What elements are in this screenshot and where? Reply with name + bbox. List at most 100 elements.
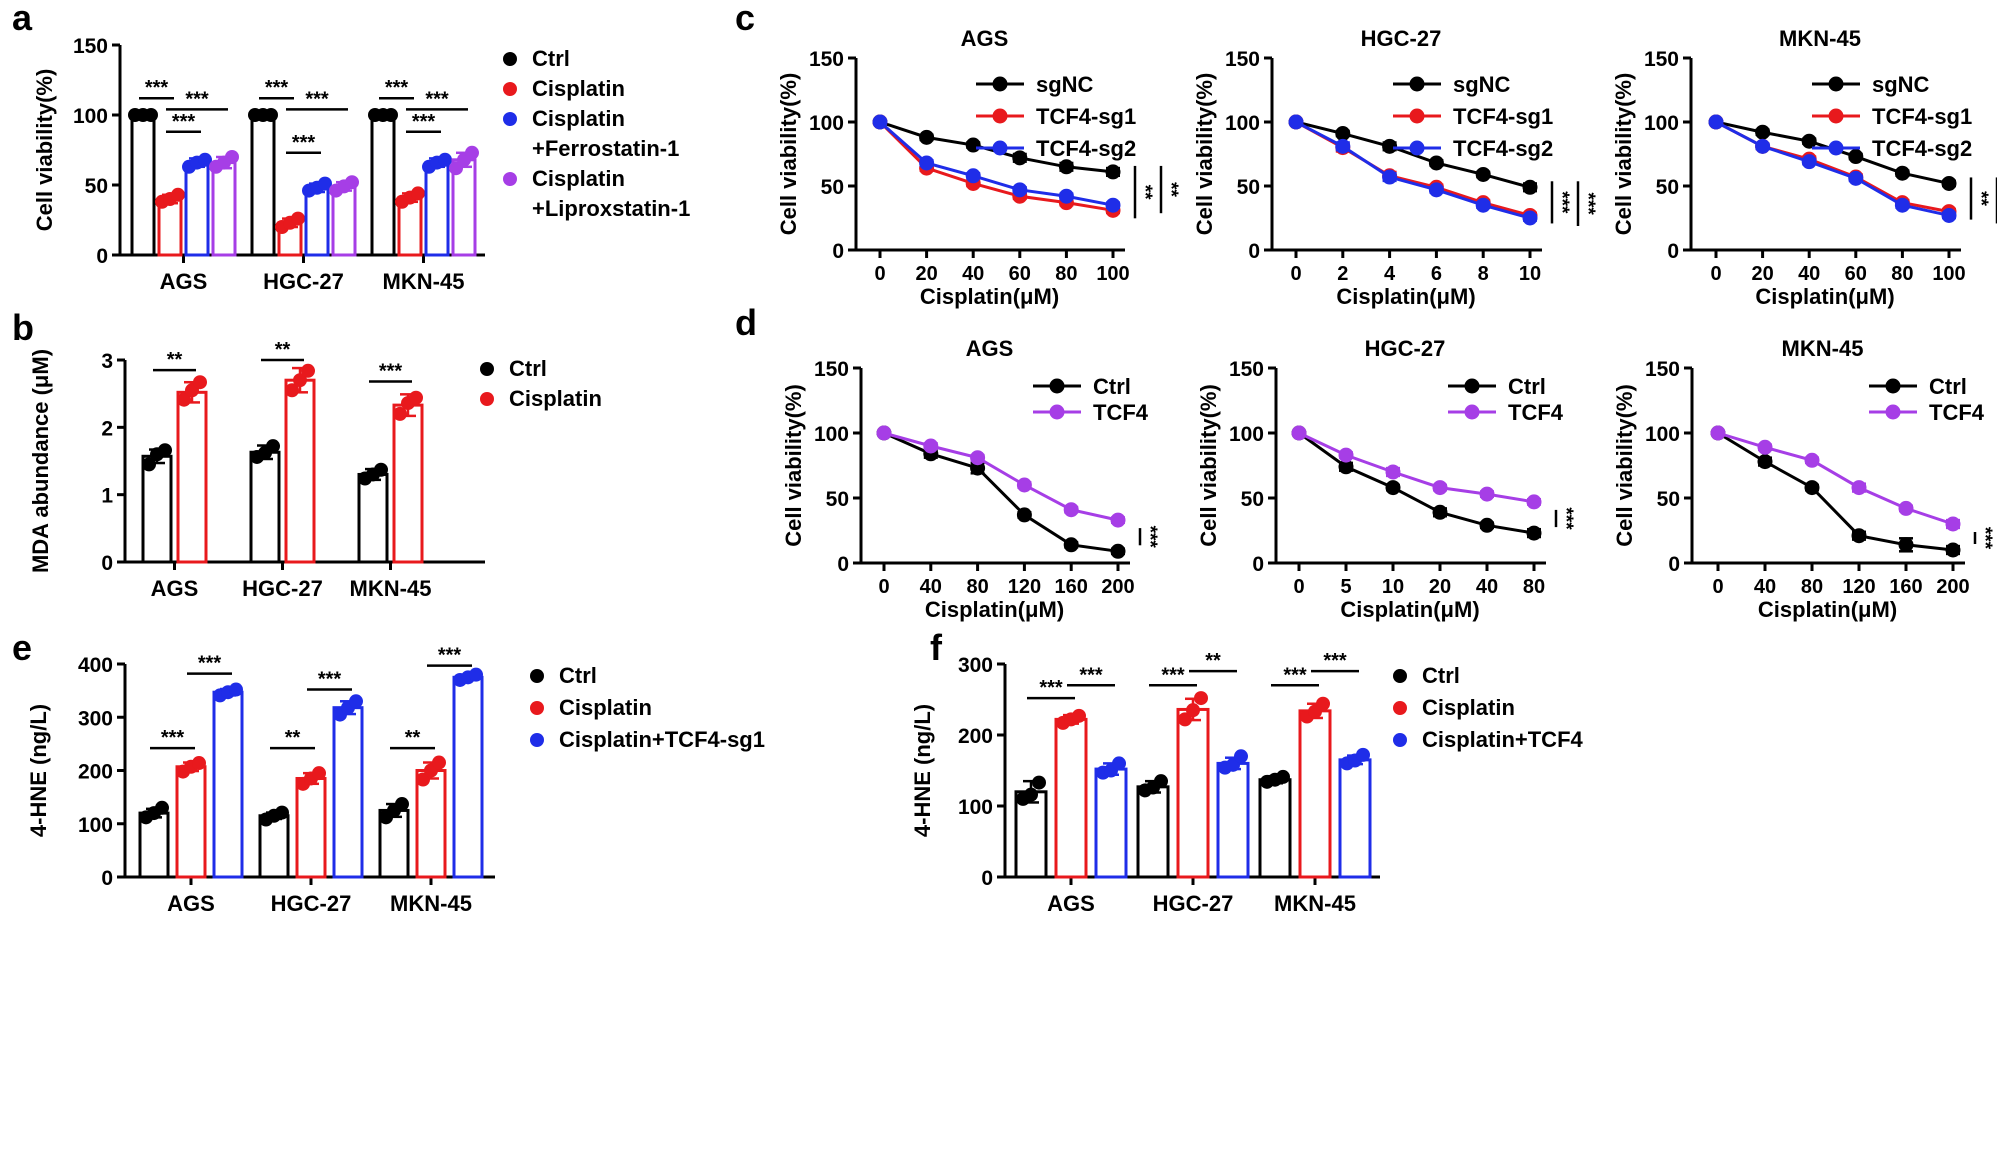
panel-d-3-legend-label: TCF4 (1929, 400, 1985, 425)
panel-b-data-point (285, 383, 299, 398)
panel-c-3-x-tick-label: 60 (1845, 263, 1867, 285)
panel-b-x-tick-label: HGC-27 (242, 576, 323, 601)
panel-b-legend-marker (480, 392, 494, 406)
panel-a-significance-label: *** (145, 77, 169, 99)
panel-d-2-y-tick-label: 150 (1229, 358, 1264, 381)
panel-d-3-y-tick-label: 0 (1668, 553, 1680, 576)
panel-d-3-y-tick-label: 150 (1645, 358, 1680, 381)
panel-d-1-y-label: Cell viability(%) (781, 384, 806, 547)
panel-c-1-x-tick-label: 20 (915, 263, 937, 285)
panel-d-2-legend-label: TCF4 (1508, 400, 1564, 425)
panel-a-significance-label: *** (425, 88, 449, 110)
panel-d-2-data-point (1291, 425, 1307, 441)
panel-d-2-x-label: Cisplatin(μM) (1340, 597, 1479, 622)
panel-letter-a: a (12, 0, 33, 38)
panel-c-2-legend-label: TCF4-sg2 (1453, 136, 1553, 161)
panel-c-3-x-tick-label: 100 (1932, 263, 1965, 285)
panel-f-significance-label: *** (1283, 664, 1307, 686)
panel-e-legend-marker (530, 733, 544, 747)
panel-d-2-data-point (1385, 464, 1401, 480)
panel-f-legend-label: Cisplatin (1422, 695, 1515, 720)
panel-a-legend-label: Cisplatin (532, 106, 625, 131)
panel-b-data-point (393, 406, 407, 421)
panel-d-2-significance-label: *** (1555, 507, 1576, 530)
panel-d-1-y-tick-label: 50 (826, 488, 849, 511)
panel-d-2-y-label: Cell viability(%) (1196, 384, 1221, 547)
panel-f-legend-marker (1393, 701, 1407, 715)
panel-d-1-data-point (1016, 507, 1032, 523)
panel-a-significance-label: *** (172, 111, 196, 133)
panel-f-y-tick-label: 100 (958, 796, 993, 819)
panel-d-3-legend-marker (1885, 378, 1901, 394)
panel-d-1-y-tick-label: 100 (814, 423, 849, 446)
panel-c-3-legend-marker (1828, 76, 1844, 92)
panel-b-data-point (158, 443, 172, 458)
panel-b-bar (284, 378, 316, 564)
panel-d-2-x-tick-label: 80 (1523, 576, 1545, 598)
panel-c-2-series-line (1295, 120, 1531, 189)
panel-b-data-point (177, 392, 191, 407)
panel-c-2-legend-marker (1409, 140, 1425, 156)
panel-c-1-data-point (1105, 197, 1121, 213)
panel-d-1-x-tick-label: 80 (966, 576, 988, 598)
panel-c-3-data-point (1848, 149, 1864, 165)
panel-e-data-point (349, 694, 363, 709)
panel-a-bar (370, 113, 396, 257)
panel-c-2-data-point (1475, 166, 1491, 182)
panel-e-significance-label: *** (318, 669, 342, 691)
panel-e-x-tick-label: HGC-27 (271, 891, 352, 916)
panel-b-significance-label: *** (379, 361, 403, 383)
panel-c-1-data-point (1105, 164, 1121, 180)
panel-d-2-x-tick-label: 0 (1293, 576, 1304, 598)
panel-e-y-label: 4-HNE (ng/L) (26, 704, 51, 837)
panel-c-3-x-tick-label: 0 (1710, 263, 1721, 285)
panel-e-data-point (395, 797, 409, 812)
panel-c-2-y-tick-label: 50 (1237, 176, 1260, 199)
panel-d-3-series-line (1717, 431, 1954, 526)
panel-a-bar (304, 186, 330, 257)
panel-d-2-x-tick-label: 10 (1382, 576, 1404, 598)
panel-c-2-data-point (1522, 179, 1538, 195)
panel-d-3-x-tick-label: 200 (1936, 576, 1969, 598)
panel-letter-c: c (735, 0, 755, 38)
panel-c-3-series-line (1715, 120, 1950, 217)
panel-c-2-data-point (1522, 210, 1538, 226)
panel-d-1-data-point (1063, 502, 1079, 518)
panel-c-3-legend-label: TCF4-sg1 (1872, 104, 1972, 129)
panel-e-x-tick-label: MKN-45 (390, 891, 472, 916)
panel-d-3-data-point (1945, 516, 1961, 532)
panel-d-1-x-tick-label: 0 (878, 576, 889, 598)
panel-c-3-data-point (1894, 165, 1910, 181)
panel-c-2-x-tick-label: 2 (1337, 263, 1348, 285)
panel-c-3-title: MKN-45 (1779, 26, 1861, 51)
panel-c-2-legend-marker (1409, 76, 1425, 92)
panel-d-1-y-tick-label: 150 (814, 358, 849, 381)
panel-a-bar (250, 113, 276, 257)
panel-c-3-legend-label: TCF4-sg2 (1872, 136, 1972, 161)
panel-a-data-point (144, 108, 158, 122)
panel-e-significance-label: ** (405, 727, 421, 749)
panel-f-bar (1136, 785, 1170, 879)
panel-c-2-x-tick-label: 0 (1290, 263, 1301, 285)
panel-e-data-point (275, 805, 289, 820)
panel-e-data-point (155, 800, 169, 815)
panel-f-y-tick-label: 300 (958, 654, 993, 677)
panel-b-y-tick-label: 3 (101, 350, 113, 373)
panel-d-3-data-point (1945, 542, 1961, 558)
panel-e-significance-label: *** (198, 653, 222, 675)
panel-d-3-x-tick-label: 160 (1889, 576, 1922, 598)
panel-b-y-tick-label: 0 (101, 552, 113, 575)
panel-a-data-point (291, 211, 305, 226)
panel-a-significance-label: *** (412, 111, 436, 133)
panel-a-data-point (198, 152, 212, 167)
panel-letter-b: b (12, 307, 34, 348)
panel-d-3-data-point (1804, 480, 1820, 496)
panel-e-y-tick-label: 400 (78, 654, 113, 677)
panel-d-1-legend-marker (1049, 404, 1065, 420)
panel-letter-f: f (930, 627, 943, 668)
panel-d-3-data-point (1898, 537, 1914, 553)
panel-d-2-x-tick-label: 5 (1340, 576, 1351, 598)
panel-f-data-point (1356, 747, 1370, 762)
panel-c-1-data-point (919, 155, 935, 171)
